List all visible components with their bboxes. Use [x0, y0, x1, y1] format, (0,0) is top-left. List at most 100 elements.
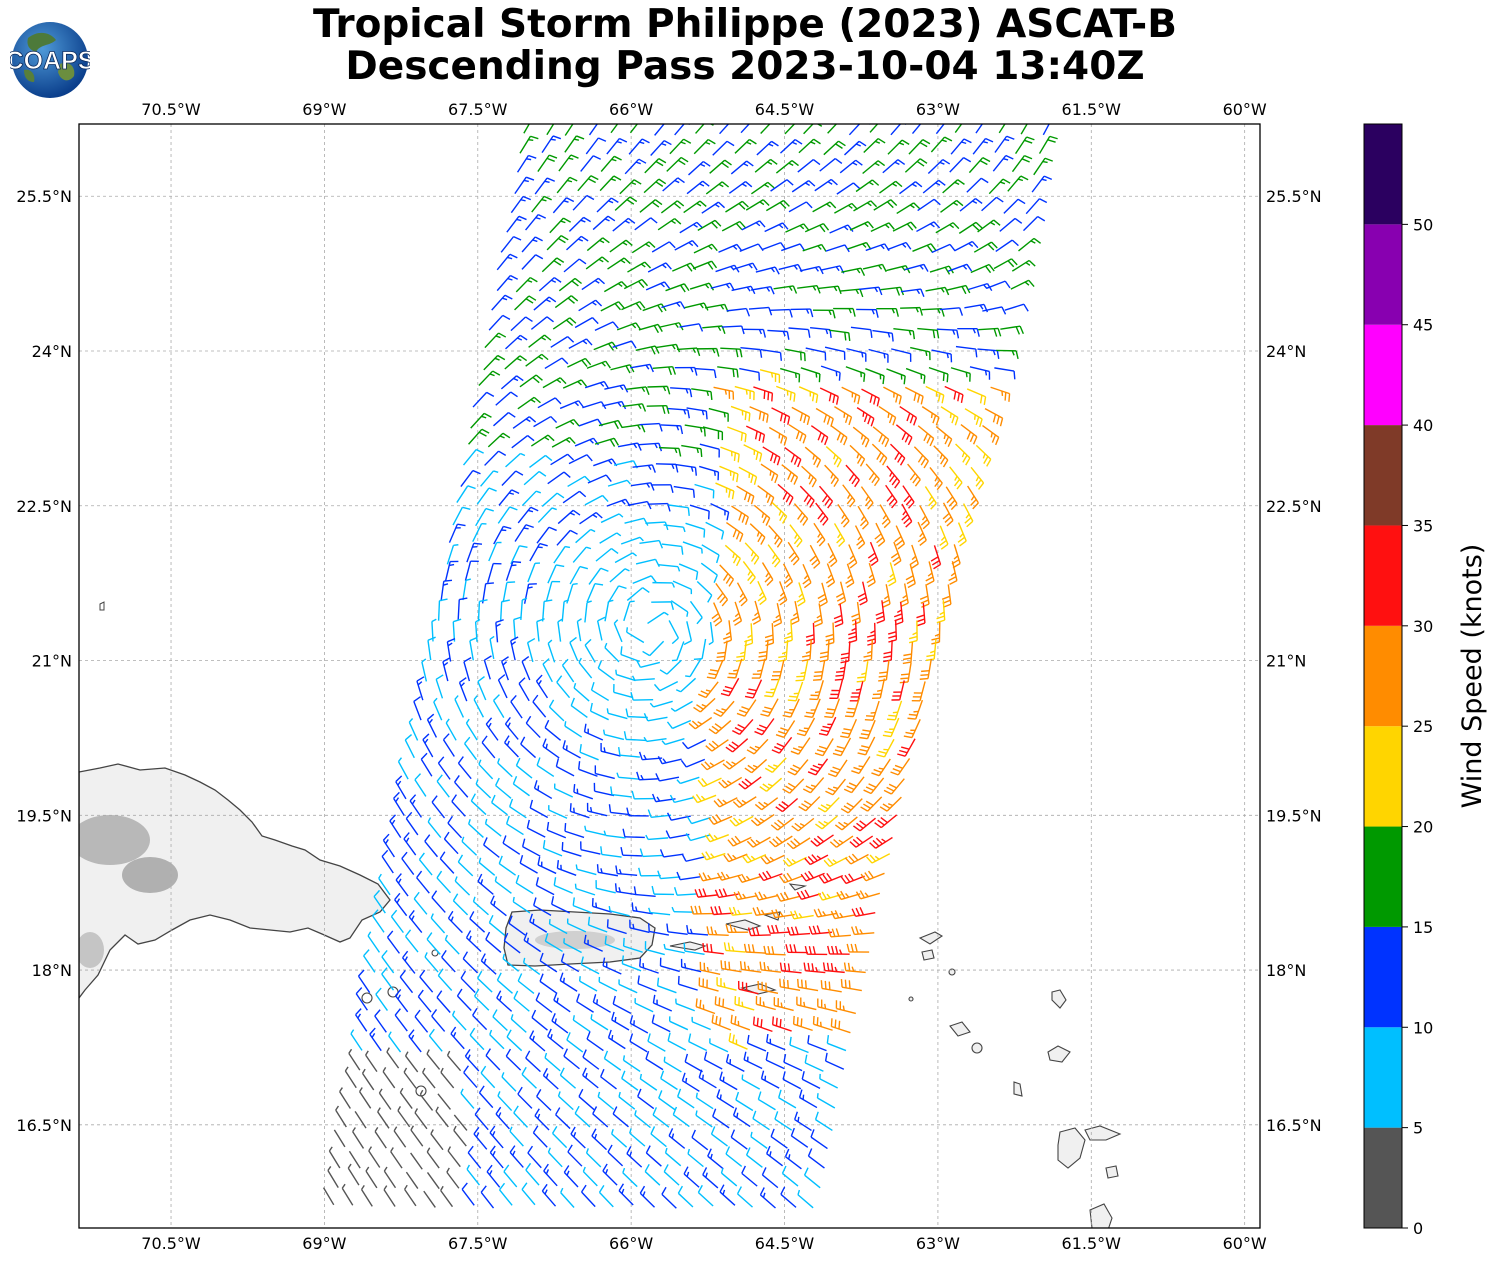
wind-barb — [1000, 325, 1024, 335]
wind-barb — [544, 719, 562, 741]
wind-barb — [604, 599, 614, 622]
wind-barb — [645, 834, 669, 841]
wind-barb — [614, 196, 638, 211]
wind-barb — [736, 582, 748, 607]
wind-barb — [658, 564, 681, 572]
wind-barb — [726, 307, 751, 317]
wind-barb — [658, 1090, 676, 1111]
wind-barb — [713, 700, 735, 717]
wind-barb — [767, 329, 790, 340]
colorbar-tick-label: 25 — [1413, 717, 1433, 736]
wind-barb — [874, 814, 898, 829]
wind-barb — [618, 1183, 634, 1206]
wind-barb — [678, 563, 699, 580]
wind-barb — [374, 1009, 387, 1033]
wind-barb — [404, 929, 419, 953]
wind-barb — [496, 253, 518, 271]
wind-barb — [950, 138, 972, 155]
wind-barb — [650, 140, 672, 156]
wind-barb — [522, 957, 541, 976]
wind-barb — [840, 641, 851, 664]
wind-barb — [681, 739, 707, 750]
wind-barb — [514, 295, 537, 311]
wind-barb — [586, 360, 611, 369]
wind-barb — [594, 437, 620, 447]
wind-barb — [715, 582, 729, 607]
wind-barb — [791, 817, 815, 832]
colorbar-bin — [1364, 525, 1402, 626]
wind-barb — [416, 676, 425, 701]
lon-label-top: 70.5°W — [141, 100, 201, 119]
wind-barb — [910, 346, 931, 361]
wind-barb — [623, 731, 647, 742]
wind-barb — [575, 528, 596, 544]
wind-barb — [437, 1093, 451, 1110]
wind-barb — [930, 136, 953, 153]
wind-barb — [523, 583, 537, 604]
wind-barb — [643, 178, 667, 194]
wind-barb — [710, 1126, 728, 1147]
colorbar-bin — [1364, 324, 1402, 426]
wind-barb — [720, 347, 743, 358]
wind-barb — [472, 896, 489, 916]
wind-barb — [807, 1035, 827, 1052]
wind-barb — [729, 815, 754, 827]
wind-barb — [664, 1147, 682, 1167]
wind-barb — [604, 384, 629, 393]
wind-barb — [857, 736, 876, 756]
wind-barb — [609, 239, 633, 253]
wind-barb — [515, 276, 538, 293]
wind-barb — [621, 300, 646, 311]
wind-barb — [613, 684, 634, 699]
wind-barb — [537, 154, 558, 172]
title-line-2: Descending Pass 2023-10-04 13:40Z — [345, 44, 1145, 89]
wind-barb — [687, 1148, 704, 1168]
wind-barb — [862, 160, 886, 175]
wind-barb — [999, 217, 1023, 232]
wind-barb — [813, 603, 823, 628]
wind-barb — [801, 639, 812, 662]
wind-barb — [621, 423, 646, 433]
wind-barb — [782, 778, 805, 794]
wind-barb — [853, 817, 876, 832]
wind-barb — [760, 348, 783, 361]
colorbar-tick-label: 50 — [1413, 215, 1433, 234]
wind-barb — [730, 1014, 751, 1031]
wind-barb — [802, 777, 825, 794]
wind-barb — [474, 1107, 489, 1131]
wind-barb — [578, 1088, 595, 1111]
wind-barb — [790, 600, 800, 625]
colorbar-bin — [1364, 625, 1402, 727]
wind-barb — [911, 681, 926, 702]
wind-barb — [775, 160, 799, 174]
wind-barb — [564, 822, 585, 839]
wind-barb — [862, 263, 887, 273]
wind-barb — [569, 803, 590, 819]
wind-barb — [899, 406, 918, 426]
wind-barb — [485, 1048, 501, 1071]
wind-barb — [626, 627, 645, 644]
wind-barb — [769, 308, 793, 318]
wind-barb — [604, 642, 620, 663]
wind-barb — [892, 221, 917, 232]
wind-barb — [654, 124, 675, 136]
wind-barb — [639, 958, 659, 974]
wind-barb — [940, 406, 959, 426]
wind-barb — [795, 660, 809, 682]
wind-barb — [763, 945, 786, 956]
wind-barb — [812, 201, 837, 213]
wind-barb — [454, 876, 471, 896]
wind-barb — [628, 138, 650, 155]
wind-barb — [745, 1147, 763, 1168]
wind-barb — [602, 729, 625, 741]
wind-barb — [584, 380, 610, 389]
wind-barb — [750, 1131, 768, 1149]
island-outline — [1047, 1045, 1071, 1063]
wind-barb — [871, 443, 888, 466]
wind-barb — [975, 444, 992, 467]
wind-barb — [463, 657, 472, 682]
wind-barb — [644, 941, 665, 956]
wind-barb — [942, 179, 965, 194]
wind-barb — [860, 796, 883, 812]
wind-barb — [804, 223, 830, 233]
